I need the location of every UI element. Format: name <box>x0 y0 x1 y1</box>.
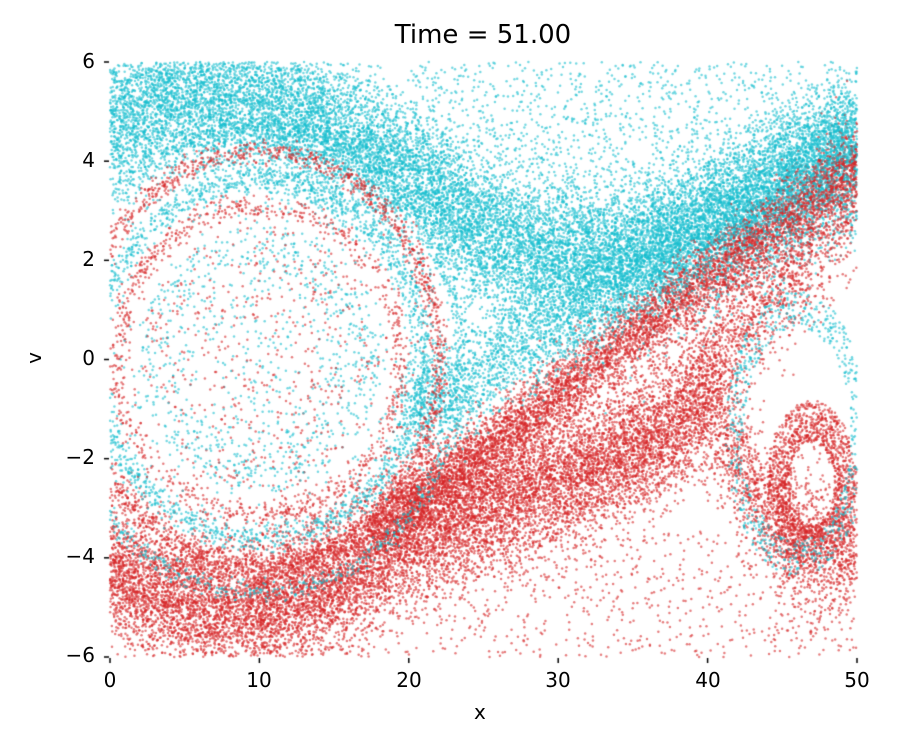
y-tick-label: −6 <box>65 643 95 667</box>
x-tick-label: 30 <box>545 668 571 692</box>
y-tick-label: −4 <box>65 544 95 568</box>
y-axis-label: v <box>21 352 46 364</box>
x-tick-label: 20 <box>396 668 422 692</box>
x-tick-label: 0 <box>103 668 117 692</box>
y-tick-label: 0 <box>82 346 95 370</box>
y-tick-label: −2 <box>65 445 95 469</box>
x-axis-label: x <box>474 700 486 724</box>
x-tick-label: 40 <box>695 668 721 692</box>
y-tick-label: 6 <box>82 49 95 73</box>
x-tick-label: 50 <box>844 668 870 692</box>
x-tick-label: 10 <box>246 668 272 692</box>
y-tick-label: 2 <box>82 247 95 271</box>
y-tick-label: 4 <box>82 148 95 172</box>
